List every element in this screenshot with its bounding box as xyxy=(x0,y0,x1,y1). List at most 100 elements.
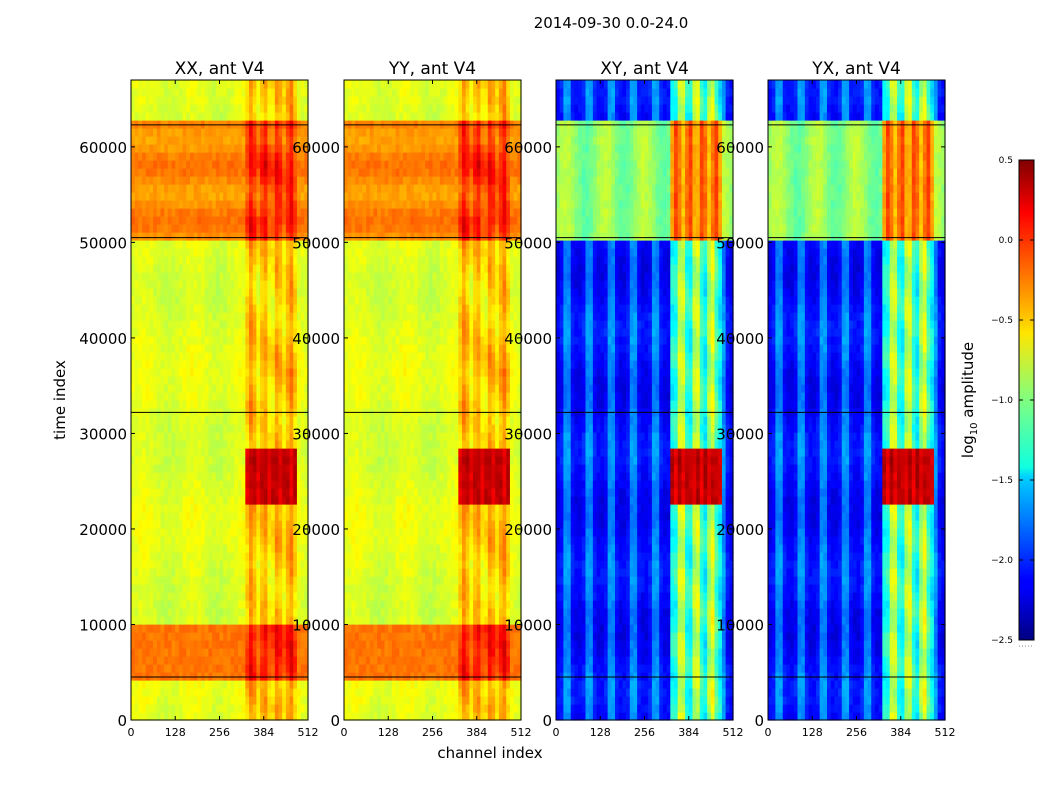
heatmap-cell xyxy=(391,696,397,705)
heatmap-cell xyxy=(271,360,276,369)
heatmap-cell xyxy=(296,280,302,289)
heatmap-cell xyxy=(256,304,261,313)
heatmap-cell xyxy=(201,192,206,201)
heatmap-cell xyxy=(351,536,356,545)
heatmap-cell xyxy=(182,464,187,473)
heatmap-cell xyxy=(271,120,276,129)
heatmap-cell xyxy=(197,368,202,377)
heatmap-cell xyxy=(296,600,302,609)
heatmap-cell xyxy=(300,672,305,681)
heatmap-cell xyxy=(215,360,221,369)
heatmap-cell xyxy=(219,576,224,585)
heatmap-cell xyxy=(271,112,276,121)
heatmap-cell xyxy=(252,368,257,377)
heatmap-cell xyxy=(215,448,221,457)
heatmap-cell xyxy=(190,136,195,145)
heatmap-cell xyxy=(421,640,426,649)
heatmap-cell xyxy=(219,600,224,609)
heatmap-cell xyxy=(285,224,291,233)
heatmap-cell xyxy=(241,328,246,337)
heatmap-cell xyxy=(230,576,235,585)
heatmap-cell xyxy=(491,592,496,601)
heatmap-cell xyxy=(219,240,224,249)
heatmap-cell xyxy=(178,80,184,89)
heatmap-cell xyxy=(495,608,500,617)
heatmap-cell xyxy=(167,704,173,713)
heatmap-cell xyxy=(285,712,291,721)
heatmap-cell xyxy=(160,240,165,249)
heatmap-cell xyxy=(190,304,195,313)
heatmap-cell xyxy=(395,632,400,641)
heatmap-cell xyxy=(495,680,500,689)
heatmap-cell xyxy=(237,448,243,457)
heatmap-cell xyxy=(473,552,478,561)
heatmap-cell xyxy=(278,704,283,713)
heatmap-cell xyxy=(201,440,206,449)
heatmap-cell xyxy=(156,592,162,601)
heatmap-cell xyxy=(256,136,261,145)
heatmap-cell xyxy=(267,656,272,665)
heatmap-cell xyxy=(296,112,302,121)
heatmap-cell xyxy=(149,632,154,641)
heatmap-cell xyxy=(476,632,482,641)
heatmap-cell xyxy=(241,304,246,313)
heatmap-cell xyxy=(215,376,221,385)
heatmap-cell xyxy=(175,256,180,265)
heatmap-cell xyxy=(208,384,213,393)
heatmap-cell xyxy=(439,656,445,665)
heatmap-cell xyxy=(450,552,456,561)
heatmap-cell xyxy=(285,200,291,209)
heatmap-cell xyxy=(182,216,187,225)
heatmap-cell xyxy=(498,648,504,657)
heatmap-cell xyxy=(167,696,173,705)
heatmap-cell xyxy=(491,704,496,713)
heatmap-cell xyxy=(406,632,411,641)
heatmap-cell xyxy=(145,312,151,321)
heatmap-cell xyxy=(226,392,232,401)
heatmap-cell xyxy=(142,632,147,641)
heatmap-cell xyxy=(149,272,154,281)
heatmap-cell xyxy=(278,224,283,233)
heatmap-cell xyxy=(425,672,430,681)
heatmap-cell xyxy=(513,656,518,665)
heatmap-cell xyxy=(131,104,136,113)
heatmap-cell xyxy=(260,416,265,425)
heatmap-cell xyxy=(425,624,430,633)
heatmap-cell xyxy=(160,424,165,433)
heatmap-cell xyxy=(271,704,276,713)
heatmap-cell xyxy=(237,280,243,289)
heatmap-cell xyxy=(237,456,243,465)
heatmap-cell xyxy=(160,664,165,673)
heatmap-cell xyxy=(134,368,139,377)
heatmap-cell xyxy=(219,504,224,513)
heatmap-cell xyxy=(300,504,305,513)
heatmap-cell xyxy=(245,600,250,609)
heatmap-cell xyxy=(267,528,272,537)
heatmap-cell xyxy=(278,160,283,169)
heatmap-cell xyxy=(230,384,235,393)
heatmap-cell xyxy=(296,128,302,137)
heatmap-cell xyxy=(156,336,162,345)
heatmap-cell xyxy=(164,664,169,673)
heatmap-cell xyxy=(197,400,202,409)
heatmap-cell xyxy=(164,512,169,521)
heatmap-cell xyxy=(204,384,210,393)
heatmap-cell xyxy=(234,376,239,385)
heatmap-cell xyxy=(190,536,195,545)
heatmap-cell xyxy=(502,648,507,657)
heatmap-cell xyxy=(443,704,448,713)
heatmap-cell xyxy=(131,696,136,705)
heatmap-cell xyxy=(454,688,459,697)
heatmap-cell xyxy=(226,104,232,113)
heatmap-cell xyxy=(406,664,411,673)
heatmap-cell xyxy=(278,192,283,201)
heatmap-cell xyxy=(454,576,459,585)
heatmap-cell xyxy=(131,552,136,561)
heatmap-cell xyxy=(149,672,154,681)
heatmap-cell xyxy=(138,456,143,465)
heatmap-cell xyxy=(237,328,243,337)
heatmap-cell xyxy=(156,712,162,721)
heatmap-cell xyxy=(219,584,224,593)
heatmap-cell xyxy=(245,416,250,425)
heatmap-cell xyxy=(171,392,176,401)
